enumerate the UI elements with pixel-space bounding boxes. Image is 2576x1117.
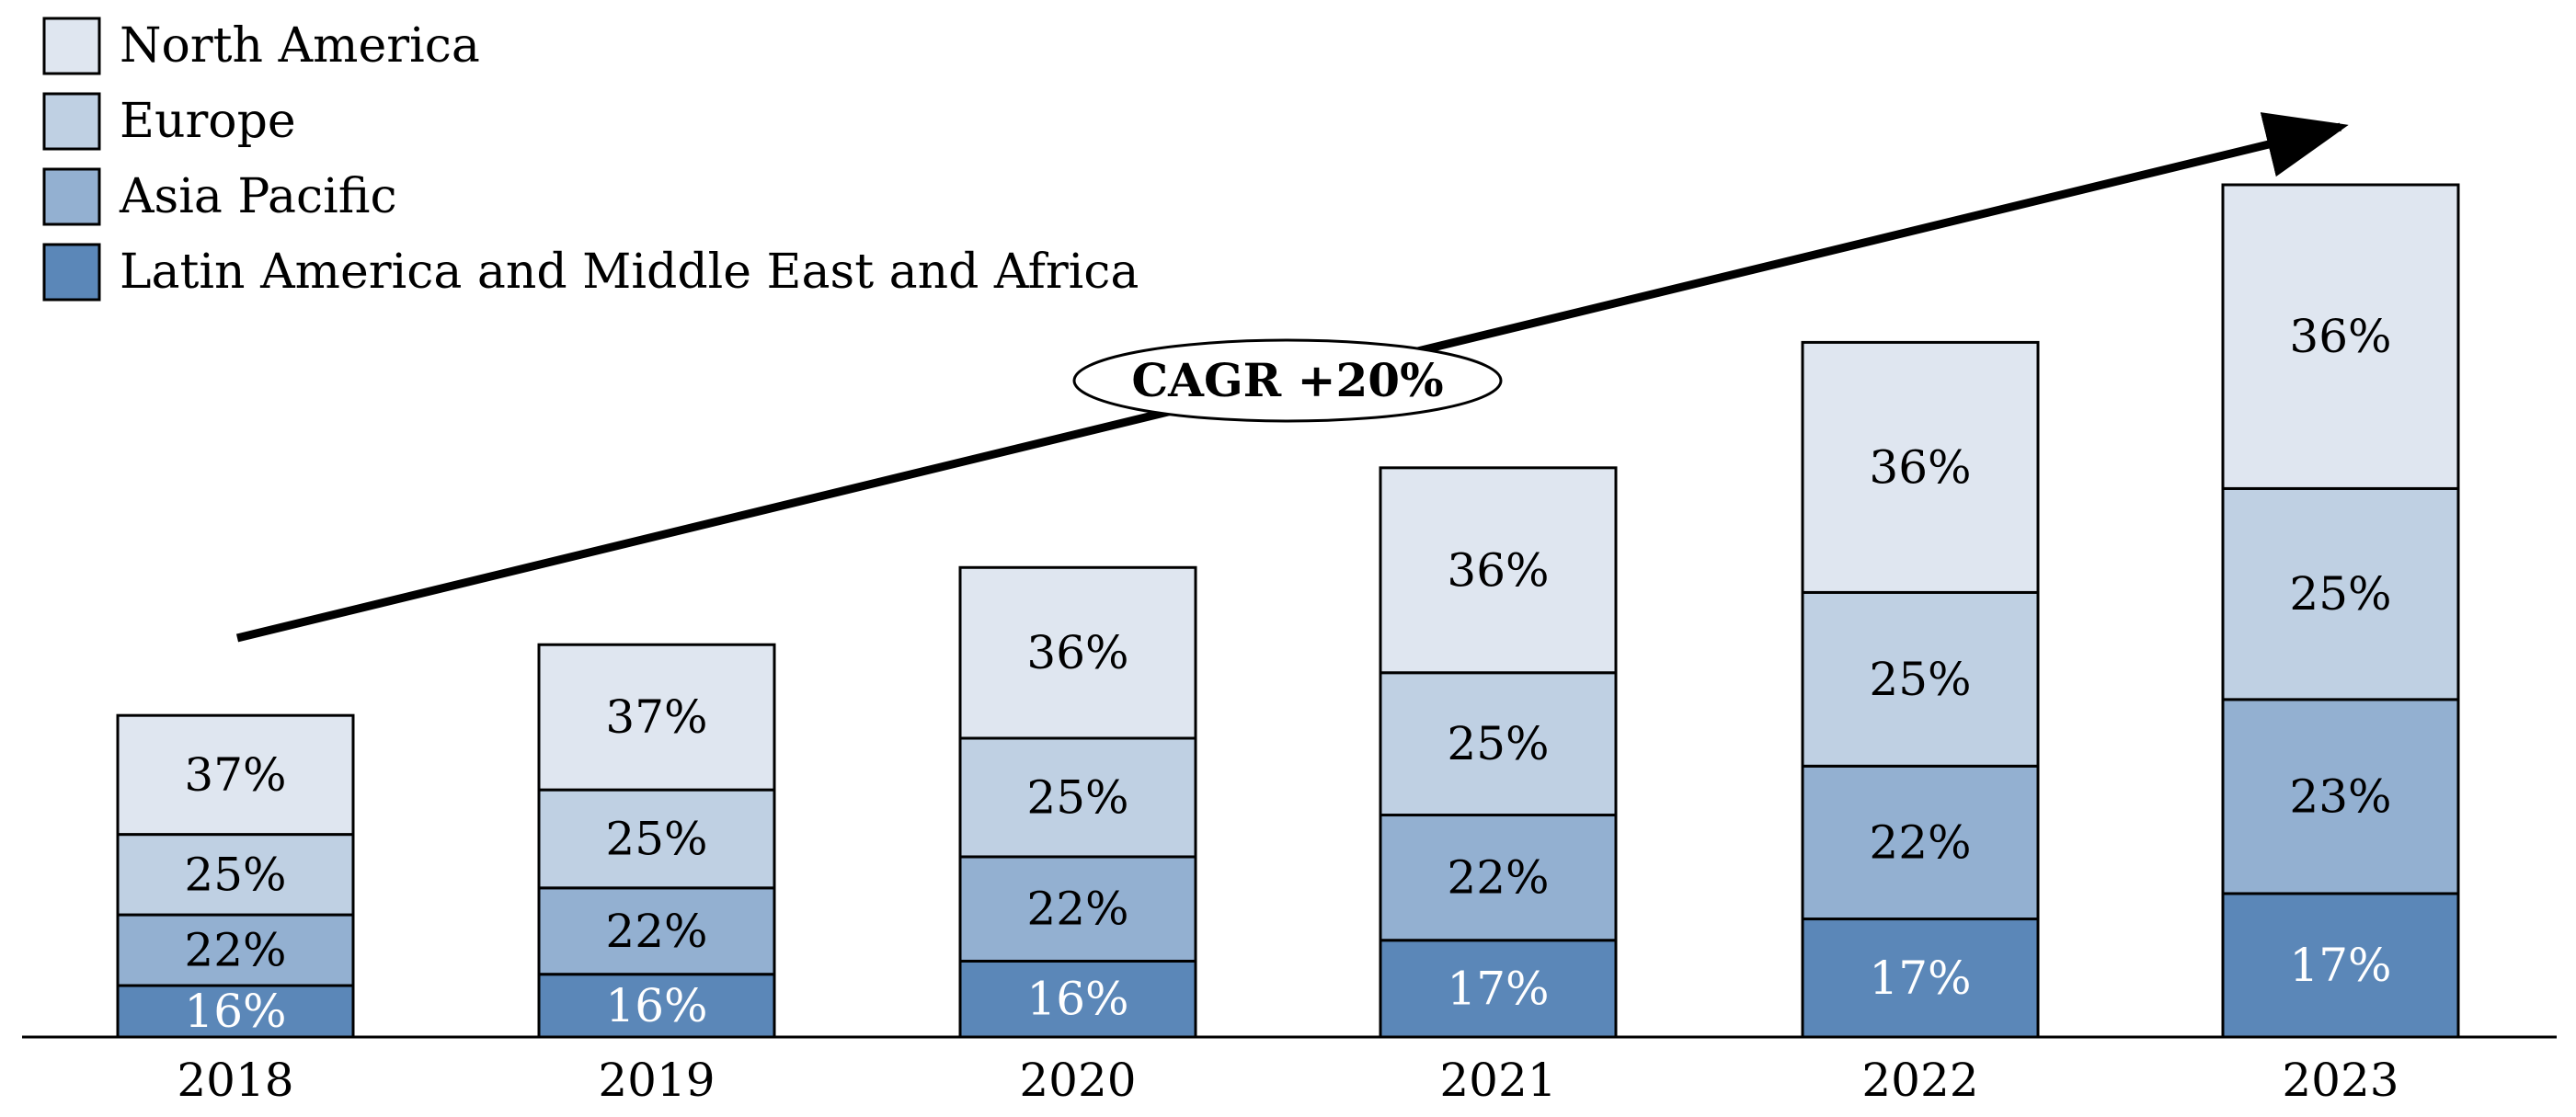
data-label: 36% (1447, 543, 1549, 597)
data-label: 25% (1026, 770, 1128, 824)
data-label: 16% (605, 979, 707, 1032)
x-axis: 2018 2019 2020 2021 2022 2023 (22, 1035, 2557, 1107)
bars: 16% 22% 25% 37% 16% 22% 25% 37% 16% 22% 25% 36% 17% 2… (116, 183, 2460, 1039)
data-label: 25% (605, 812, 707, 865)
bar-segment (537, 788, 776, 890)
data-label: 25% (184, 848, 286, 901)
legend-swatch (42, 243, 101, 302)
bar-segment (2221, 183, 2460, 490)
data-label: 37% (605, 690, 707, 744)
legend-item: Latin America and Middle East and Africa (42, 243, 1139, 302)
data-label: 22% (1447, 851, 1549, 905)
bar-segment (537, 886, 776, 976)
legend: North America Europe Asia Pacific Latin Ame… (42, 17, 1139, 302)
legend-label: Asia Pacific (119, 169, 397, 224)
x-tick-label: 2018 (177, 1054, 293, 1107)
data-label: 25% (2289, 567, 2391, 621)
bar-segment (116, 713, 355, 837)
data-label: 22% (1869, 815, 1971, 869)
bar-segment (116, 913, 355, 987)
bar-stack-2018: 16% 22% 25% 37% (116, 713, 355, 1039)
data-label: 36% (1026, 626, 1128, 679)
bar-segment (1379, 814, 1618, 942)
bar-stack-2020: 16% 22% 25% 36% (958, 565, 1197, 1039)
bar-segment (2221, 892, 2460, 1039)
bar-segment (958, 855, 1197, 963)
legend-swatch (42, 167, 101, 226)
data-label: 16% (1026, 973, 1128, 1026)
legend-swatch (42, 17, 101, 75)
bar-segment (1801, 590, 2040, 768)
x-tick-label: 2021 (1439, 1054, 1556, 1107)
bar-stack-2019: 16% 22% 25% 37% (537, 643, 776, 1039)
bar-segment (2221, 486, 2460, 701)
x-tick-label: 2022 (1861, 1054, 1978, 1107)
legend-swatch (42, 92, 101, 151)
data-label: 37% (184, 748, 286, 802)
bar-segment (1801, 340, 2040, 594)
x-tick-label: 2020 (1019, 1054, 1136, 1107)
data-label: 17% (2289, 939, 2391, 992)
data-label: 22% (605, 905, 707, 958)
data-label: 22% (184, 924, 286, 977)
bar-segment (958, 565, 1197, 740)
bar-segment (1379, 466, 1618, 675)
data-label: 17% (1869, 952, 1971, 1005)
bar-stack-2022: 17% 22% 25% 36% (1801, 340, 2040, 1039)
bar-segment (1379, 671, 1618, 817)
data-label: 36% (1869, 440, 1971, 494)
bar-segment (1379, 939, 1618, 1039)
cagr-annotation: CAGR +20% (235, 112, 2349, 643)
legend-label: North America (120, 18, 480, 74)
legend-item: North America (42, 17, 480, 75)
data-label: 25% (1447, 717, 1549, 770)
bar-segment (537, 973, 776, 1039)
legend-label: Europe (120, 94, 296, 149)
bar-stack-2023: 17% 23% 25% 36% (2221, 183, 2460, 1039)
data-label: 17% (1447, 962, 1549, 1015)
cagr-ellipse (1072, 338, 1503, 423)
bar-segment (1801, 764, 2040, 921)
data-label: 23% (2289, 769, 2391, 823)
bar-segment (537, 643, 776, 792)
bar-segment (1801, 918, 2040, 1039)
legend-item: Asia Pacific (42, 167, 397, 226)
x-tick-label: 2019 (598, 1054, 715, 1107)
data-label: 25% (1869, 653, 1971, 706)
bar-stack-2021: 17% 22% 25% 36% (1379, 466, 1618, 1039)
data-label: 16% (184, 985, 286, 1038)
bar-segment (958, 736, 1197, 859)
bar-segment (2221, 698, 2460, 895)
legend-item: Europe (42, 92, 296, 151)
x-tick-label: 2023 (2282, 1054, 2399, 1107)
data-label: 36% (2289, 310, 2391, 363)
data-label: 22% (1026, 883, 1128, 936)
legend-label: Latin America and Middle East and Africa (120, 245, 1139, 300)
bar-segment (116, 833, 355, 917)
cagr-label: CAGR +20% (1131, 353, 1443, 407)
